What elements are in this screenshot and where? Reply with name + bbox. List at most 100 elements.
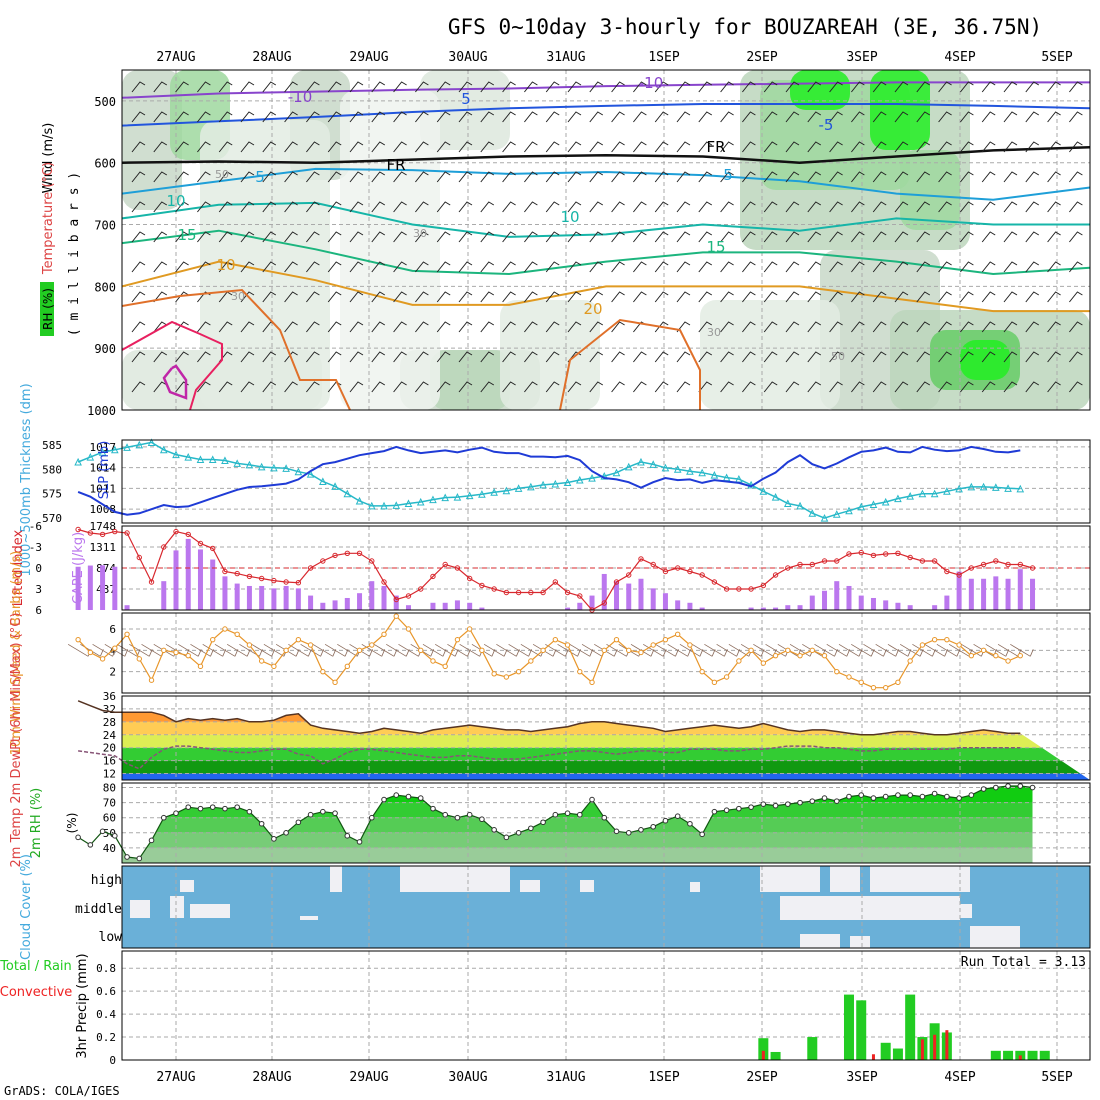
wind-barb-10m bbox=[997, 643, 1022, 657]
wind-barb bbox=[197, 201, 211, 213]
wind-barb bbox=[633, 111, 647, 123]
wind-barb bbox=[218, 141, 233, 153]
cape-bar bbox=[197, 549, 203, 610]
wind-barb bbox=[284, 321, 298, 333]
wind-barb bbox=[807, 171, 822, 183]
rh-band bbox=[122, 832, 1033, 848]
lifted-index-point bbox=[931, 558, 938, 564]
wind-barb bbox=[480, 261, 495, 273]
thickness-point bbox=[624, 462, 633, 471]
wind-speed-point bbox=[479, 647, 485, 654]
wind-speed-point bbox=[736, 658, 742, 664]
date-tick-label-top: 27AUG bbox=[156, 50, 195, 65]
lifted-index-point bbox=[234, 570, 240, 577]
cape-bar bbox=[295, 588, 301, 610]
rh-point bbox=[417, 795, 424, 801]
cape-bar bbox=[834, 581, 840, 610]
cape-bar bbox=[968, 578, 974, 610]
rh-point bbox=[638, 826, 644, 833]
lifted-index-point bbox=[638, 556, 644, 562]
lifted-index-point bbox=[466, 575, 473, 582]
wind-speed-point bbox=[185, 652, 191, 659]
thickness-point bbox=[918, 489, 927, 498]
thickness-point bbox=[539, 480, 547, 489]
lifted-index-point bbox=[503, 589, 510, 596]
rh-point bbox=[919, 793, 926, 800]
wind-barb bbox=[938, 81, 952, 93]
wind-barb bbox=[851, 171, 865, 183]
wind-speed-point bbox=[454, 636, 461, 643]
cape-bar bbox=[381, 585, 387, 610]
wind-barb bbox=[763, 381, 778, 393]
wind-barb bbox=[916, 201, 931, 213]
wind-barb bbox=[829, 381, 843, 393]
wind10m-axis-label: 10m Wind Speed & Barbs (m/s) bbox=[9, 551, 24, 756]
lifted-index-point bbox=[418, 586, 424, 592]
contour-line-orange bbox=[559, 318, 701, 411]
rh-shading-region bbox=[340, 90, 440, 410]
wind-barb bbox=[480, 231, 495, 243]
temperature-axis-label: Temperature (°C) bbox=[41, 162, 56, 275]
wind-barb bbox=[131, 111, 146, 123]
date-tick-label-bottom: 27AUG bbox=[156, 1070, 195, 1085]
wind-speed-point bbox=[968, 652, 975, 659]
wind-barb bbox=[1047, 81, 1061, 93]
thickness-point bbox=[637, 457, 645, 466]
wind-speed-point bbox=[283, 647, 289, 654]
wind-barb bbox=[480, 201, 495, 213]
rh-point bbox=[662, 817, 669, 824]
precip-tick-label: 0.4 bbox=[96, 1008, 116, 1021]
wind-speed-point bbox=[491, 671, 497, 677]
wind-barb bbox=[1069, 231, 1083, 243]
wind-barb bbox=[676, 351, 691, 363]
cape-tick-label: 1748 bbox=[90, 520, 117, 533]
wind-barb bbox=[829, 291, 843, 303]
rh-point bbox=[356, 839, 363, 845]
wind-barb bbox=[327, 171, 342, 183]
rh-point bbox=[687, 820, 693, 827]
date-tick-label-bottom: 29AUG bbox=[349, 1070, 388, 1085]
wind-barb bbox=[393, 81, 407, 93]
wind-speed-point bbox=[711, 679, 718, 686]
slp-axis-label: SLP (mb) bbox=[97, 441, 112, 500]
wind-barb bbox=[654, 321, 669, 333]
wind-speed-point bbox=[956, 642, 962, 648]
wind-barb bbox=[763, 321, 778, 333]
contour-label: 5 bbox=[461, 90, 471, 108]
wind-barb bbox=[436, 261, 451, 273]
date-tick-label-top: 5SEP bbox=[1041, 50, 1072, 65]
wind-barb bbox=[872, 321, 887, 333]
lifted-index-point bbox=[161, 544, 167, 550]
precip-total-bar bbox=[1027, 1050, 1038, 1060]
lifted-index-point bbox=[577, 593, 583, 599]
precip-tick-label: 0.2 bbox=[96, 1031, 116, 1044]
cloud-cover-block bbox=[130, 900, 150, 918]
wind-barb bbox=[763, 351, 778, 363]
thickness-point bbox=[196, 455, 205, 464]
precip-tick-label: 0.8 bbox=[96, 962, 116, 975]
wind-barb bbox=[960, 291, 974, 303]
wind-speed-point bbox=[307, 642, 314, 648]
wind-barb bbox=[894, 111, 909, 123]
wind-barb bbox=[1003, 231, 1018, 243]
wind-barb bbox=[960, 111, 974, 123]
date-tick-label-bottom: 30AUG bbox=[448, 1070, 487, 1085]
wind-barb bbox=[393, 201, 407, 213]
wind-barb bbox=[611, 351, 625, 363]
lifted-index-point bbox=[271, 577, 277, 584]
wind-barb bbox=[742, 201, 756, 213]
wind-barb bbox=[502, 171, 516, 183]
panel-frame bbox=[121, 865, 1091, 949]
wind-speed-point bbox=[393, 613, 399, 619]
lifted-index-point bbox=[540, 589, 546, 596]
lifted-index-point bbox=[882, 551, 889, 557]
wind-barb bbox=[938, 111, 952, 123]
wind-speed-point bbox=[931, 636, 938, 643]
wind-barb bbox=[371, 171, 386, 183]
cape-bar bbox=[809, 595, 815, 610]
wind-barb bbox=[654, 291, 669, 303]
wind-speed-point bbox=[638, 649, 644, 656]
wind-speed-point bbox=[846, 674, 852, 680]
wind-barb bbox=[785, 321, 800, 333]
rh-point bbox=[112, 833, 118, 839]
